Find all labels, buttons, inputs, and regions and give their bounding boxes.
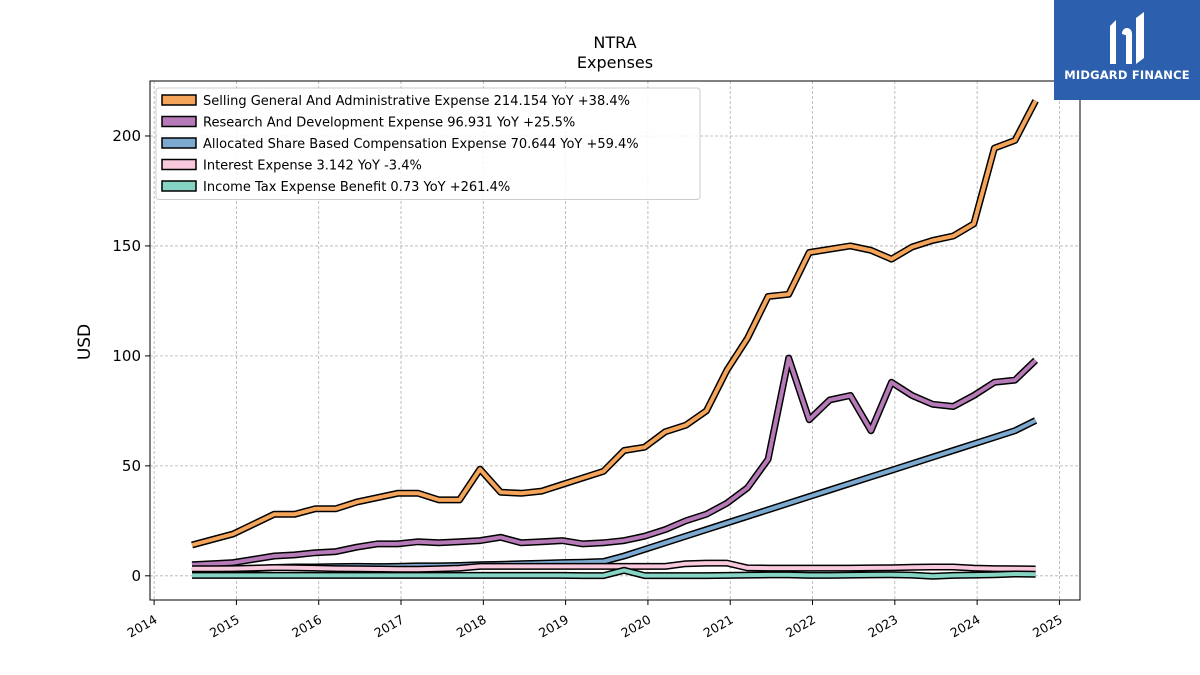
- legend-box: [155, 87, 701, 200]
- legend: Selling General And Administrative Expen…: [155, 87, 701, 200]
- legend-swatch: [161, 180, 197, 192]
- series-line: [191, 99, 1039, 549]
- series-layer: [191, 99, 1039, 580]
- x-tick-label: 2019: [536, 612, 571, 641]
- series-line: [192, 559, 1036, 573]
- brand-logo-icon: [1110, 12, 1144, 64]
- x-tick-label: 2023: [865, 612, 900, 641]
- legend-entry: Selling General And Administrative Expen…: [203, 94, 630, 109]
- series-line-stroke: [191, 99, 1038, 547]
- x-tick-label: 2017: [371, 612, 406, 641]
- chart-subtitle: Expenses: [577, 53, 653, 72]
- x-tick-label: 2016: [289, 612, 324, 641]
- legend-swatch: [161, 115, 197, 128]
- series-line-stroke: [191, 356, 1037, 567]
- y-tick-label: 0: [131, 567, 141, 585]
- plot-frame: [149, 80, 1081, 601]
- brand-name: MIDGARD FINANCE: [1064, 68, 1190, 82]
- x-tick-label: 2021: [701, 612, 736, 641]
- legend-swatch: [161, 94, 197, 106]
- x-tick-label: 2020: [618, 612, 653, 641]
- legend-entry: Income Tax Expense Benefit 0.73 YoY +261…: [203, 180, 510, 195]
- x-tick-label: 2025: [1030, 612, 1065, 641]
- x-tick-label: 2014: [125, 612, 160, 641]
- y-tick-label: 200: [112, 127, 141, 145]
- x-ticks: 2014 2015 2016 2017 2018 2019 2020 2021 2022 2023…: [125, 600, 1065, 641]
- legend-entry: Research And Development Expense 96.931 …: [203, 116, 575, 131]
- x-tick-label: 2015: [207, 612, 242, 641]
- y-tick-label: 100: [112, 347, 141, 365]
- y-axis-label: USD: [75, 324, 95, 360]
- series-line-stroke: [192, 561, 1036, 572]
- legend-swatch: [161, 137, 197, 149]
- legend-entry: Allocated Share Based Compensation Expen…: [203, 137, 639, 152]
- legend-swatch: [161, 158, 197, 171]
- legend-entry: Interest Expense 3.142 YoY -3.4%: [203, 159, 422, 174]
- chart-title: NTRA: [593, 33, 636, 52]
- y-ticks: 0 50 100 150 200: [112, 127, 150, 585]
- y-tick-label: 150: [112, 237, 141, 255]
- series-line: [192, 566, 1036, 580]
- y-tick-label: 50: [122, 457, 141, 475]
- series-line-stroke: [192, 568, 1036, 579]
- x-tick-label: 2022: [783, 612, 818, 641]
- x-tick-label: 2018: [454, 612, 489, 641]
- brand-logo: MIDGARD FINANCE: [1054, 0, 1200, 100]
- chart-title-group: NTRA Expenses: [577, 33, 653, 72]
- series-line: [191, 354, 1039, 569]
- x-tick-label: 2024: [948, 612, 983, 641]
